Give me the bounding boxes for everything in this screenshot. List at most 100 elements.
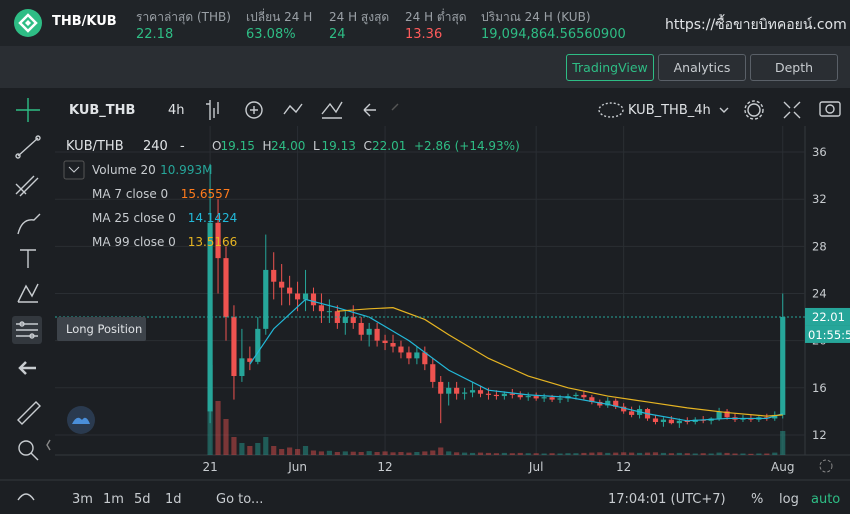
volume-bar <box>382 451 388 455</box>
layout-name[interactable]: KUB_THB_4h <box>628 103 711 118</box>
x-tick-label: Jul <box>528 460 543 474</box>
stat-value: 19,094,864.56560900 <box>481 27 626 42</box>
volume-bar <box>294 449 301 455</box>
stat-value: 22.18 <box>136 27 174 42</box>
volume-bar <box>780 431 786 455</box>
range-button[interactable]: 1d <box>165 492 182 507</box>
candle-body <box>454 387 460 394</box>
candle-body <box>350 317 356 323</box>
plot-area <box>207 163 786 455</box>
tab[interactable]: TradingView <box>566 54 654 81</box>
volume-bar <box>231 437 237 455</box>
candle-body <box>326 311 332 313</box>
range-button[interactable]: 5d <box>134 492 151 507</box>
volume-bar <box>716 452 722 455</box>
volume-bar <box>287 447 293 455</box>
volume-bar <box>255 443 261 455</box>
volume-bar <box>509 453 515 455</box>
ohlc-value: 22.01 <box>372 139 406 153</box>
candle-body <box>406 352 412 359</box>
candle-body <box>287 287 293 294</box>
candle-body <box>374 328 380 341</box>
stat-value: 24 <box>329 27 346 42</box>
volume-bar <box>485 452 492 455</box>
candle-body <box>573 394 579 397</box>
candle-body <box>597 401 603 406</box>
tooltip-box <box>57 317 146 341</box>
logo <box>14 9 42 37</box>
stat-label: เปลี่ยน 24 H <box>246 10 313 24</box>
volume-bar <box>318 451 325 455</box>
range-button[interactable]: 3m <box>72 492 93 507</box>
ohlc-value: 19.13 <box>322 139 356 153</box>
stat: เปลี่ยน 24 H 63.08% <box>246 8 312 42</box>
candle-body <box>605 400 611 406</box>
candle-body <box>668 419 674 424</box>
study-name: MA 25 close 0 <box>92 211 176 225</box>
volume-bar <box>605 452 611 455</box>
volume-bar <box>263 437 269 455</box>
volume-bar <box>756 453 762 455</box>
candle-body <box>263 269 269 329</box>
candle-body <box>501 393 507 397</box>
candle-body <box>247 358 253 362</box>
stat: 24 H ต่ำสุด 13.36 <box>405 8 467 42</box>
volume-bar <box>501 452 507 455</box>
scale-option[interactable]: log <box>779 492 799 507</box>
volume-bar <box>454 452 460 455</box>
volume-bar <box>724 452 730 455</box>
collapse-button[interactable] <box>63 160 85 180</box>
candle-body <box>477 390 484 394</box>
symbol[interactable]: KUB_THB <box>69 103 135 118</box>
volume-bar <box>708 453 714 455</box>
range-button[interactable]: 1m <box>103 492 124 507</box>
tab[interactable]: Analytics <box>658 54 746 81</box>
candle-body <box>462 392 468 394</box>
volume-bar <box>764 453 770 455</box>
volume-bar <box>374 452 380 455</box>
scale-option[interactable]: auto <box>811 492 840 507</box>
ohlc-value: 19.15 <box>221 139 255 153</box>
countdown-box <box>805 325 850 343</box>
x-tick-label: 21 <box>202 460 217 474</box>
candle-body <box>390 343 396 347</box>
study-value: 10.993M <box>160 163 212 177</box>
candle-body <box>231 317 237 377</box>
interval[interactable]: 4h <box>168 103 185 118</box>
scale-option[interactable]: % <box>751 492 763 507</box>
collapse-icon <box>68 166 80 173</box>
study-value: 15.6557 <box>181 187 231 201</box>
volume-bar <box>772 452 778 455</box>
pair: THB/KUB <box>52 14 117 29</box>
volume-bar <box>517 452 523 455</box>
x-tick-label: 12 <box>377 460 392 474</box>
legend-title: KUB/THB <box>66 139 124 154</box>
x-tick-label: Aug <box>771 460 794 474</box>
candle-body <box>716 411 722 419</box>
volume-bar <box>446 451 452 455</box>
legend-dash: - <box>180 139 185 154</box>
study-name: MA 7 close 0 <box>92 187 168 201</box>
stat-label: 24 H ต่ำสุด <box>405 10 467 24</box>
candle-body <box>318 305 325 312</box>
chart-area: KUB_THB 4h KUB_THB_4h 1216202428323621Ju… <box>0 88 850 514</box>
volume-bar <box>589 452 595 455</box>
candle-body <box>660 419 667 422</box>
volume-bar <box>302 446 309 455</box>
volume-bar <box>390 452 396 455</box>
candle-body <box>342 317 348 323</box>
volume-bar <box>684 453 690 455</box>
candle-body <box>279 281 285 288</box>
tab[interactable]: Depth <box>750 54 838 81</box>
ohlc-key: C <box>364 139 372 153</box>
x-tick-label: 12 <box>616 460 631 474</box>
ohlc-key: L <box>313 139 320 153</box>
volume-bar <box>350 451 356 455</box>
goto-button[interactable]: Go to... <box>216 492 263 507</box>
volume-bar <box>477 452 484 455</box>
volume-bar <box>613 452 619 455</box>
candle-body <box>223 258 229 318</box>
volume-bar <box>279 449 285 455</box>
candle-body <box>485 393 492 395</box>
